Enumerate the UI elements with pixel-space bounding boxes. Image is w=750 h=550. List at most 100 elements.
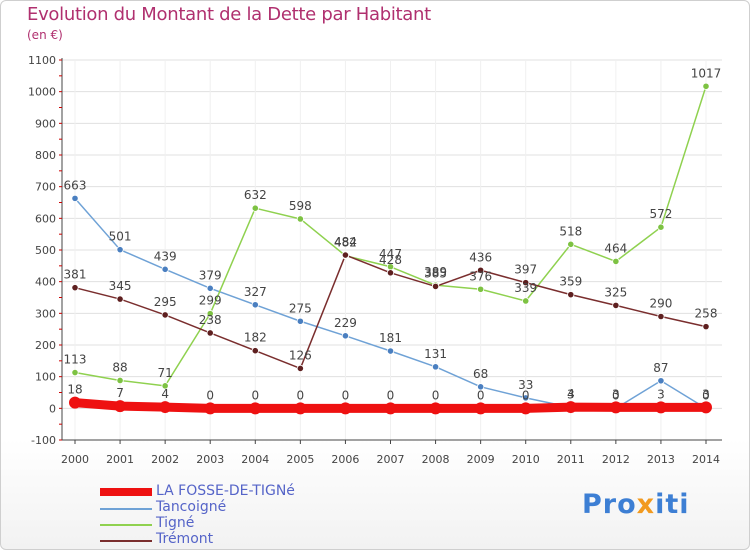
- x-tick-label: 2003: [196, 453, 224, 466]
- data-label: 482: [334, 236, 357, 250]
- data-label: 0: [522, 388, 530, 402]
- y-tick-label: 800: [35, 149, 56, 162]
- y-tick-label: -100: [31, 434, 56, 447]
- data-point: [251, 347, 259, 355]
- data-label: 325: [604, 285, 627, 299]
- data-point: [251, 204, 259, 212]
- data-label: 359: [559, 275, 582, 289]
- data-point: [71, 194, 79, 202]
- legend-label: Trémont: [156, 531, 214, 547]
- data-label: 0: [342, 388, 350, 402]
- data-point: [161, 382, 169, 390]
- proxiti-logo: Proxiti: [582, 489, 690, 520]
- data-point: [702, 82, 710, 90]
- y-tick-label: 1000: [28, 86, 56, 99]
- x-tick-label: 2014: [692, 453, 720, 466]
- x-tick-label: 2013: [647, 453, 675, 466]
- data-label: 181: [379, 331, 402, 345]
- x-tick-label: 2002: [151, 453, 179, 466]
- data-point: [429, 402, 442, 415]
- data-point: [251, 301, 259, 309]
- y-tick-label: 600: [35, 212, 56, 225]
- data-label: 87: [653, 361, 668, 375]
- data-point: [612, 257, 620, 265]
- data-point: [386, 269, 395, 277]
- x-tick-label: 2005: [286, 453, 314, 466]
- data-label: 0: [612, 388, 620, 402]
- data-point: [341, 251, 350, 259]
- data-label: 339: [514, 281, 537, 295]
- data-point: [71, 284, 79, 292]
- data-label: 68: [473, 367, 488, 381]
- data-label: 345: [109, 279, 132, 293]
- data-point: [116, 376, 124, 385]
- data-point: [296, 215, 304, 223]
- line-chart: -100010020030040050060070080090010001100…: [28, 54, 722, 466]
- y-tick-label: 200: [35, 339, 56, 352]
- data-label: 299: [199, 294, 222, 308]
- data-label: 501: [109, 230, 132, 244]
- data-point: [249, 402, 262, 415]
- data-point: [657, 223, 665, 231]
- data-label: 0: [702, 388, 710, 402]
- data-label: 598: [289, 199, 312, 213]
- legend-item-la-fosse-de-tigne[interactable]: LA FOSSE-DE-TIGNé: [100, 483, 360, 500]
- data-point: [386, 347, 395, 355]
- legend-label: LA FOSSE-DE-TIGNé: [156, 483, 295, 499]
- data-label: 3: [567, 387, 575, 401]
- legend-item-tancoigne[interactable]: Tancoigné: [100, 499, 360, 516]
- x-tick-label: 2001: [106, 453, 134, 466]
- data-label: 71: [158, 366, 173, 380]
- legend-item-tigne[interactable]: Tigné: [100, 515, 360, 532]
- data-point: [116, 295, 124, 303]
- data-point: [522, 394, 530, 402]
- legend-swatch: [100, 508, 152, 510]
- data-label: 484: [334, 235, 357, 249]
- chart-unit: (en €): [27, 28, 63, 42]
- data-point: [654, 401, 667, 414]
- data-point: [522, 297, 530, 305]
- data-label: 1017: [691, 66, 722, 80]
- data-point: [294, 402, 307, 415]
- data-point: [69, 396, 81, 409]
- data-point: [431, 282, 440, 291]
- data-point: [567, 240, 575, 248]
- data-label: 229: [334, 316, 357, 330]
- data-label: 0: [432, 388, 440, 402]
- data-label: 3: [702, 387, 710, 401]
- x-tick-label: 2006: [331, 453, 359, 466]
- data-label: 4: [567, 387, 575, 401]
- data-point: [567, 291, 575, 299]
- data-point: [161, 265, 169, 273]
- data-point: [204, 402, 217, 415]
- data-point: [609, 401, 622, 414]
- data-point: [700, 401, 712, 414]
- data-point: [477, 383, 485, 391]
- x-tick-label: 2010: [512, 453, 540, 466]
- data-label: 18: [67, 383, 82, 397]
- data-point: [657, 377, 665, 385]
- data-label: 0: [477, 388, 485, 402]
- data-label: 4: [161, 387, 169, 401]
- data-label: 238: [199, 313, 222, 327]
- chart-title: Evolution du Montant de la Dette par Hab…: [27, 4, 431, 25]
- data-label: 572: [649, 207, 672, 221]
- data-point: [159, 401, 172, 414]
- data-label: 385: [424, 266, 447, 280]
- data-point: [702, 323, 710, 331]
- x-tick-label: 2008: [422, 453, 450, 466]
- data-point: [296, 364, 304, 373]
- y-tick-label: 0: [49, 402, 56, 415]
- data-point: [114, 400, 127, 413]
- data-point: [71, 368, 79, 377]
- data-label: 258: [695, 307, 718, 321]
- legend-label: Tigné: [156, 515, 195, 531]
- data-label: 3: [612, 387, 620, 401]
- logo-part: x: [636, 489, 656, 520]
- data-label: 447: [379, 247, 402, 261]
- data-label: 379: [199, 268, 222, 282]
- data-point: [564, 401, 577, 414]
- legend-item-tremont[interactable]: Trémont: [100, 531, 360, 548]
- data-label: 428: [379, 253, 402, 267]
- data-label: 113: [64, 353, 87, 367]
